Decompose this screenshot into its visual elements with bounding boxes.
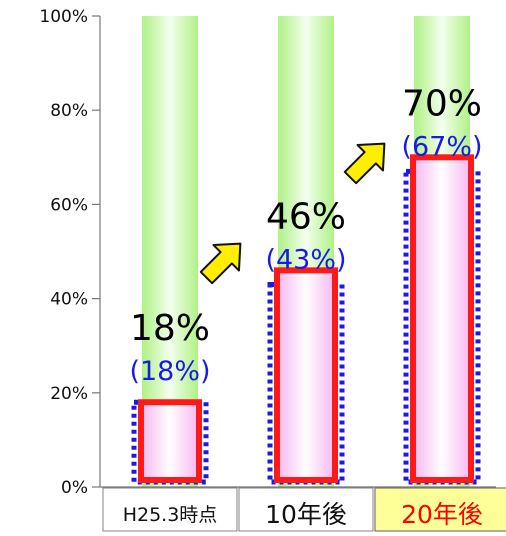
trend-arrow-2 <box>343 142 386 185</box>
trend-arrow-1 <box>199 242 242 285</box>
value-label-sub-3: (67%) <box>401 131 482 162</box>
arrow-icon <box>343 142 386 185</box>
value-label-main-3: 70% <box>402 83 482 124</box>
value-label-sub-1: (18%) <box>129 356 210 387</box>
value-label-sub-2: (43%) <box>265 244 346 275</box>
bar-main-1 <box>138 399 202 483</box>
y-tick-label: 100% <box>39 7 88 27</box>
bar-main-2 <box>274 267 338 483</box>
y-tick-label: 60% <box>50 195 88 215</box>
y-tick-label: 80% <box>50 101 88 121</box>
category-label-3: 20年後 <box>401 500 483 529</box>
y-tick-label: 0% <box>61 478 88 498</box>
value-label-main-1: 18% <box>130 308 210 349</box>
category-label-2: 10年後 <box>265 500 347 529</box>
category-label-1: H25.3時点 <box>123 504 218 526</box>
y-tick-label: 40% <box>50 290 88 310</box>
arrow-icon <box>199 242 242 285</box>
category-box-1 <box>102 487 238 532</box>
y-tick-label: 20% <box>50 384 88 404</box>
bar-main-3 <box>410 154 474 484</box>
category-box-2 <box>238 487 374 532</box>
value-label-main-2: 46% <box>266 196 346 237</box>
category-box-3 <box>374 487 506 532</box>
